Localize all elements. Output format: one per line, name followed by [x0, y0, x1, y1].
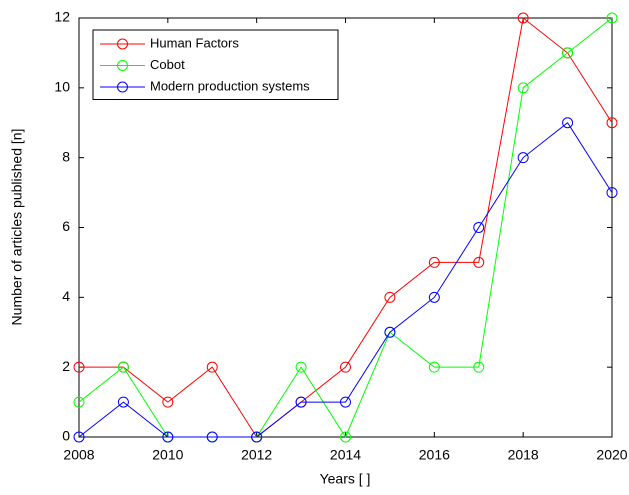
series-line [78, 122, 613, 438]
series-line [79, 17, 613, 438]
data-point [73, 361, 85, 373]
data-point [606, 117, 618, 129]
x-tick-label: 2020 [596, 447, 627, 463]
data-point [295, 396, 307, 408]
legend-marker [117, 81, 128, 93]
data-point [606, 187, 618, 199]
x-tick-label: 2016 [419, 447, 450, 463]
y-axis-label: Number of articles published [n] [9, 129, 25, 326]
y-tick-label: 12 [54, 9, 70, 25]
x-tick-label: 2014 [330, 447, 361, 463]
data-point [340, 431, 351, 443]
data-point [117, 396, 129, 408]
legend-marker [117, 38, 128, 50]
data-point [517, 152, 529, 164]
data-point [73, 431, 85, 443]
x-tick-label: 2008 [63, 447, 94, 463]
y-tick-label: 4 [62, 288, 70, 304]
y-tick-label: 2 [62, 358, 70, 374]
data-point [340, 396, 351, 408]
data-point [428, 291, 440, 303]
x-tick-label: 2018 [508, 447, 539, 463]
data-point [428, 361, 440, 373]
data-point [206, 431, 218, 443]
data-point [206, 361, 218, 373]
data-point [473, 256, 485, 268]
legend-marker [117, 60, 128, 71]
legend: Human Factors Cobot Modern production syst… [92, 29, 339, 100]
legend-label: Modern production systems [150, 78, 310, 93]
data-point [473, 222, 485, 233]
y-tick-label: 8 [62, 148, 70, 164]
data-point [162, 396, 174, 408]
data-point [384, 291, 396, 303]
data-point [251, 431, 263, 443]
legend-label: Human Factors [150, 35, 239, 50]
x-tick-label: 2010 [152, 447, 183, 463]
data-point [162, 431, 174, 443]
data-point [117, 361, 129, 373]
data-point [340, 361, 351, 373]
data-point [295, 361, 307, 373]
data-point [562, 117, 574, 129]
data-point [73, 396, 85, 408]
data-point [562, 47, 574, 59]
y-tick-label: 6 [62, 218, 70, 234]
data-point [517, 12, 529, 24]
data-point [517, 82, 529, 94]
legend-label: Cobot [150, 57, 185, 72]
x-tick-label: 2012 [241, 447, 272, 463]
legend-box [92, 29, 339, 100]
y-tick-label: 10 [54, 79, 70, 95]
y-tick-label: 0 [62, 428, 70, 444]
data-point [473, 361, 485, 373]
data-point [428, 256, 440, 268]
x-axis-label: Years [ ] [320, 471, 371, 487]
data-point [606, 12, 618, 24]
data-point [384, 326, 396, 338]
